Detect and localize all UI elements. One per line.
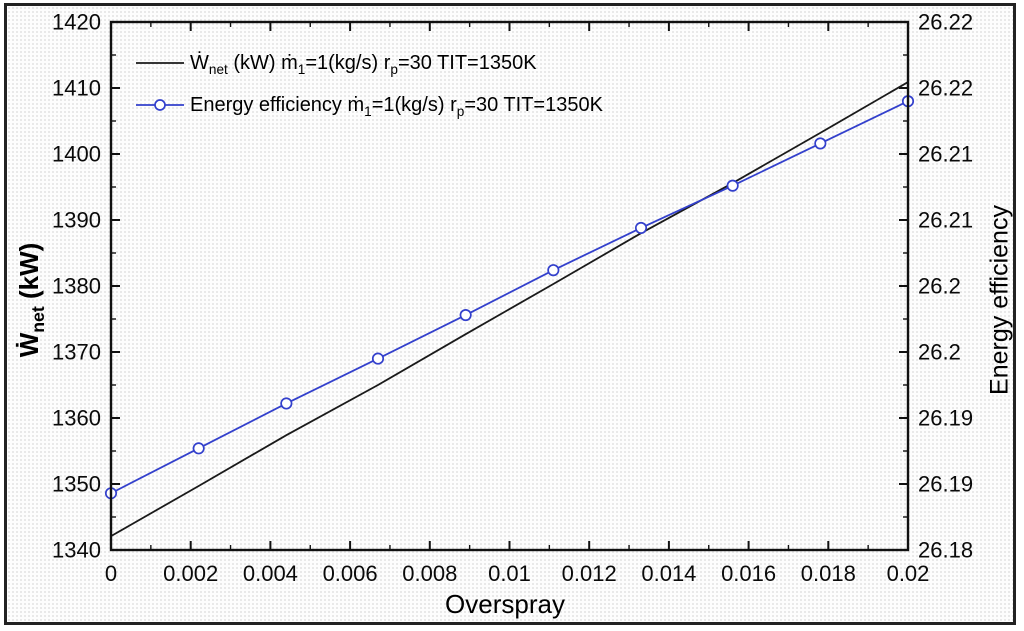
x-tick-label: 0.002 <box>163 561 218 586</box>
legend-label-wnet: Ẇnet (kW) ṁ1=1(kg/s) rp=30 TIT=1350K <box>190 51 537 77</box>
left-tick-label: 1350 <box>52 472 101 497</box>
right-tick-label: 26.2 <box>918 274 961 299</box>
right-tick-label: 26.22 <box>918 10 973 35</box>
left-tick-label: 1340 <box>52 538 101 563</box>
efficiency-sample-marker-icon <box>154 99 166 111</box>
efficiency-marker <box>192 442 205 455</box>
right-tick-label: 26.19 <box>918 472 973 497</box>
x-tick-label: 0 <box>105 561 117 586</box>
x-tick-label: 0.016 <box>721 561 776 586</box>
left-tick-label: 1370 <box>52 340 101 365</box>
right-tick-label: 26.21 <box>918 142 973 167</box>
x-tick-label: 0.018 <box>801 561 856 586</box>
right-tick-label: 26.22 <box>918 76 973 101</box>
left-tick-label: 1390 <box>52 208 101 233</box>
right-axis-title: Energy efficiency <box>985 205 1014 395</box>
x-axis-title: Overspray <box>445 589 565 619</box>
legend-label-efficiency: Energy efficiency ṁ1=1(kg/s) rp=30 TIT=1… <box>190 93 603 119</box>
right-tick-label: 26.21 <box>918 208 973 233</box>
x-tick-label: 0.012 <box>562 561 617 586</box>
efficiency-line <box>110 100 909 495</box>
left-tick-label: 1380 <box>52 274 101 299</box>
left-tick-label: 1400 <box>52 142 101 167</box>
right-tick-label: 26.18 <box>918 538 973 563</box>
efficiency-marker <box>459 308 472 322</box>
left-tick-label: 1420 <box>52 10 101 35</box>
figure-frame <box>4 3 1016 625</box>
left-axis-title: Ẇnet (kW) <box>14 242 49 358</box>
efficiency-marker <box>547 264 560 277</box>
efficiency-marker <box>726 179 739 192</box>
wnet-line-sample <box>136 62 184 64</box>
left-tick-label: 1410 <box>52 76 101 101</box>
efficiency-marker <box>371 352 385 365</box>
x-tick-label: 0.014 <box>641 561 696 586</box>
plot-border <box>109 20 910 552</box>
efficiency-marker <box>280 397 293 410</box>
right-tick-label: 26.2 <box>918 340 961 365</box>
efficiency-marker <box>814 137 827 150</box>
legend-entry-wnet: Ẇnet (kW) ṁ1=1(kg/s) rp=30 TIT=1350K <box>135 42 603 84</box>
efficiency-line-sample <box>136 99 184 111</box>
right-tick-label: 26.19 <box>918 406 973 431</box>
efficiency-marker <box>634 221 648 234</box>
x-tick-label: 0.02 <box>887 561 930 586</box>
x-tick-label: 0.01 <box>488 561 531 586</box>
wnet-line <box>110 81 909 537</box>
x-tick-label: 0.008 <box>402 561 457 586</box>
legend: Ẇnet (kW) ṁ1=1(kg/s) rp=30 TIT=1350K Ene… <box>135 42 603 126</box>
legend-entry-efficiency: Energy efficiency ṁ1=1(kg/s) rp=30 TIT=1… <box>135 84 603 126</box>
x-tick-label: 0.006 <box>323 561 378 586</box>
x-tick-label: 0.004 <box>243 561 298 586</box>
left-tick-label: 1360 <box>52 406 101 431</box>
